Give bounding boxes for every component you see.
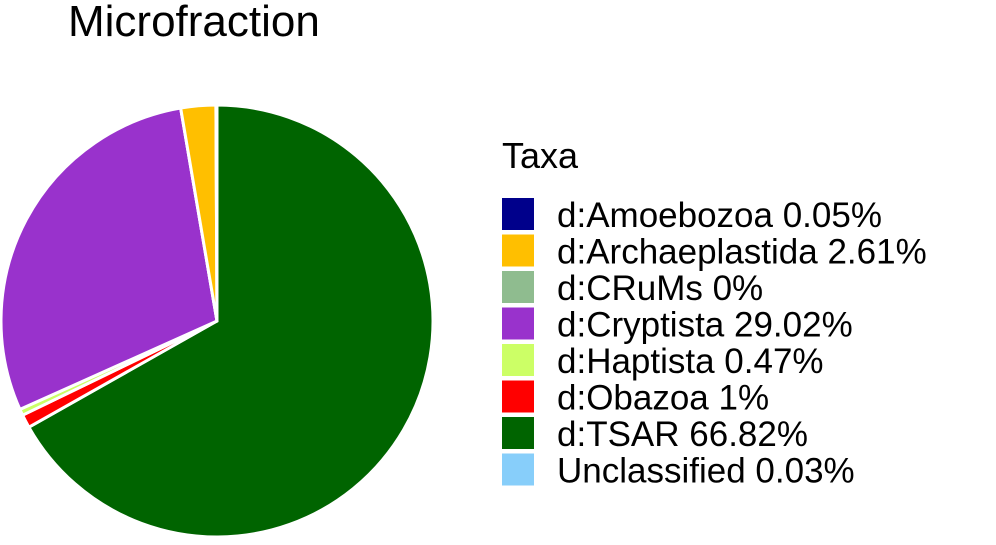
legend-label-haptista: d:Haptista 0.47%: [557, 342, 824, 381]
legend-item-crums: d:CRuMs 0%: [502, 269, 763, 308]
legend-label-unclassified: Unclassified 0.03%: [557, 452, 855, 491]
legend-label-crums: d:CRuMs 0%: [557, 269, 763, 308]
legend-swatch-obazoa: [502, 381, 534, 413]
legend-swatch-amoebozoa: [502, 198, 534, 230]
legend-label-amoebozoa: d:Amoebozoa 0.05%: [557, 196, 882, 235]
legend-item-cryptista: d:Cryptista 29.02%: [502, 306, 853, 345]
legend-item-haptista: d:Haptista 0.47%: [502, 342, 824, 381]
legend-swatch-haptista: [502, 344, 534, 376]
legend-label-archaeplastida: d:Archaeplastida 2.61%: [557, 233, 927, 272]
legend-swatch-archaeplastida: [502, 235, 534, 267]
legend-item-archaeplastida: d:Archaeplastida 2.61%: [502, 233, 927, 272]
legend-swatch-tsar: [502, 417, 534, 449]
legend-label-obazoa: d:Obazoa 1%: [557, 379, 769, 418]
legend-item-amoebozoa: d:Amoebozoa 0.05%: [502, 196, 882, 235]
legend: d:Amoebozoa 0.05%d:Archaeplastida 2.61%d…: [502, 196, 927, 491]
legend-swatch-crums: [502, 271, 534, 303]
legend-item-unclassified: Unclassified 0.03%: [502, 452, 855, 491]
legend-swatch-unclassified: [502, 454, 534, 486]
pie-slices: [1, 105, 433, 537]
legend-item-tsar: d:TSAR 66.82%: [502, 415, 808, 454]
legend-title: Taxa: [502, 135, 579, 176]
legend-swatch-cryptista: [502, 308, 534, 340]
legend-item-obazoa: d:Obazoa 1%: [502, 379, 769, 418]
legend-label-cryptista: d:Cryptista 29.02%: [557, 306, 853, 345]
legend-label-tsar: d:TSAR 66.82%: [557, 415, 808, 454]
chart-title: Microfraction: [68, 0, 320, 46]
